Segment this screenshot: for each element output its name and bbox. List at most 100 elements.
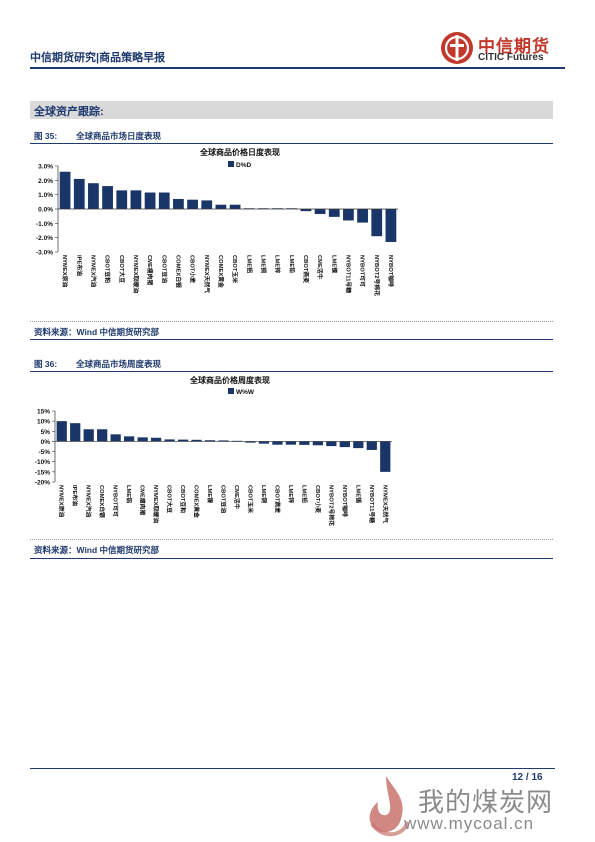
chart-2-category-label: CBOT小麦	[314, 485, 322, 513]
chart-1-bar	[73, 178, 85, 209]
chart-1-y-tick-label: 2.0%	[38, 178, 53, 185]
chart-1-category-label: CBOT豆油	[160, 255, 168, 283]
chart-2-bar	[299, 441, 310, 445]
chart-2-category-label: CBOT豆油	[220, 485, 228, 513]
chart-1-category-label: NYMEX天然气	[203, 255, 211, 293]
chart-1-category-label: COMEX黄金	[217, 255, 225, 288]
chart-1-bar	[130, 190, 142, 209]
chart-2-bar	[83, 429, 94, 442]
chart-2-category-label: NYMEX原油	[58, 485, 66, 517]
watermark-site-url: www.mycoal.cn	[404, 814, 535, 833]
chart-2-category-label: CME活牛	[233, 485, 241, 510]
figure-35-caption: 全球商品市场日度表现	[76, 131, 162, 141]
chart-2-bar	[245, 441, 256, 443]
chart-2-bar	[366, 441, 377, 450]
chart-1-category-label: LME铅	[288, 255, 296, 273]
chart-2-category-label: COMEX白银	[98, 485, 106, 518]
chart-1-category-label: CME活牛	[316, 255, 324, 280]
chart-1-legend-label: D%D	[236, 162, 251, 169]
chart-2-bar	[312, 441, 323, 446]
section-bar	[30, 101, 553, 119]
chart-1-bar	[173, 198, 184, 209]
chart-1-category-label: CME瘦肉猪	[146, 255, 154, 285]
chart-2-y-tick-label: 15%	[37, 409, 50, 416]
chart-1-category-label: LME锌	[274, 255, 282, 273]
chart-1-y-tick-label: -3.0%	[36, 250, 53, 257]
figure-35-bottom-rule	[30, 339, 553, 340]
chart-1-bar	[102, 186, 113, 209]
watermark-site-name: 我的煤炭网	[418, 787, 554, 817]
chart-2-bar	[97, 429, 108, 442]
figure-36-source: 资料来源：Wind 中信期货研究部	[34, 545, 160, 555]
chart-2-legend-swatch	[228, 388, 234, 394]
chart-2-category-label: CME瘦肉猪	[139, 485, 147, 515]
chart-2-category-label: NYBOT咖啡	[341, 485, 349, 517]
chart-1-category-label: NYMEX原油	[61, 255, 69, 287]
figure-35-dotted-rule	[30, 321, 553, 322]
flame-logo-icon	[369, 776, 410, 837]
chart-2-y-tick-label: -10%	[35, 459, 50, 466]
chart-2-bar	[380, 441, 391, 472]
chart-2-bar	[70, 423, 81, 442]
chart-1-bar	[328, 209, 340, 217]
chart-1-category-label: CBOT小麦	[189, 255, 197, 283]
chart-2-bar	[164, 439, 175, 442]
chart-2-category-label: COMEX黄金	[193, 485, 201, 518]
chart-1-category-label: COMEX白银	[174, 255, 182, 288]
chart-2-bar	[137, 437, 148, 442]
chart-2-bar	[353, 441, 364, 449]
chart-2-bar	[272, 441, 283, 445]
chart-2-category-label: NYMEX取暖油	[152, 485, 160, 523]
citic-logo-icon	[441, 32, 473, 64]
chart-1-category-label: CBOT豆粕	[104, 255, 112, 283]
chart-1-bar	[357, 209, 368, 223]
weekly-performance-chart: 全球商品价格周度表现 W%W 15% 10% 5% 0% -5% -10% -15% -20% NY…	[35, 375, 392, 526]
chart-1-category-label: LME铜	[259, 255, 267, 273]
footer-divider	[30, 768, 555, 769]
chart-2-y-tick-label: -5%	[38, 449, 50, 456]
chart-1-bar	[201, 200, 213, 209]
chart-1-category-label: NYBOT咖啡	[387, 255, 395, 287]
chart-1-bar	[300, 209, 312, 212]
chart-2-bar	[258, 441, 270, 444]
chart-2-y-tick-label: 0%	[41, 439, 51, 446]
chart-1-bar	[158, 192, 170, 209]
figure-36-caption: 全球商品市场周度表现	[76, 359, 162, 369]
chart-1-category-label: LME镍	[330, 255, 338, 273]
logo-chinese-name: 中信期货	[478, 37, 550, 56]
chart-2-bar	[56, 421, 67, 442]
chart-1-bar	[371, 209, 383, 237]
chart-2-category-label: LME锡	[354, 485, 362, 503]
chart-2-category-label: CBOT豆粕	[179, 485, 187, 513]
report-header-title: 中信期货研究|商品策略早报	[30, 52, 166, 64]
chart-1-title: 全球商品价格日度表现	[199, 147, 280, 157]
chart-1-category-label: LME铝	[245, 255, 253, 273]
figure-36-bottom-rule	[30, 558, 553, 559]
chart-1-bar	[343, 209, 354, 221]
chart-1-bar	[187, 199, 198, 209]
figure-36-label: 图 36:	[34, 359, 58, 369]
chart-1-bar	[215, 204, 227, 209]
daily-performance-chart: 全球商品价格日度表现 D%D 3.0% 2.0% 1.0% 0.0% -1.0% -2.0% -…	[36, 147, 398, 296]
chart-1-y-tick-label: 1.0%	[38, 192, 53, 199]
chart-2-bar	[326, 441, 337, 447]
chart-1-category-label: NYBOT2号棉花	[373, 255, 381, 296]
chart-2-bar	[204, 440, 216, 442]
chart-1-bar	[88, 183, 99, 209]
logo-english-name: CITIC Futures	[478, 52, 544, 63]
header-divider	[30, 67, 565, 69]
chart-2-category-label: IPE布油	[71, 485, 79, 506]
chart-1-category-label: CBOT燕麦	[302, 255, 310, 283]
chart-1-bar	[116, 190, 128, 209]
chart-2-bar	[177, 439, 189, 442]
chart-2-category-label: LME铜	[260, 485, 268, 503]
chart-2-category-label: NYBOT可可	[112, 485, 119, 517]
chart-2-bar	[191, 439, 202, 442]
chart-1-legend-swatch	[228, 161, 234, 167]
chart-2-category-label: NYBOT11号糖	[368, 485, 376, 523]
chart-2-title: 全球商品价格周度表现	[189, 375, 270, 385]
chart-2-category-label: NYMEX天然气	[381, 485, 389, 523]
section-title: 全球资产跟踪:	[34, 106, 104, 118]
chart-2-bar	[218, 440, 229, 442]
chart-2-y-tick-label: -15%	[35, 469, 50, 476]
